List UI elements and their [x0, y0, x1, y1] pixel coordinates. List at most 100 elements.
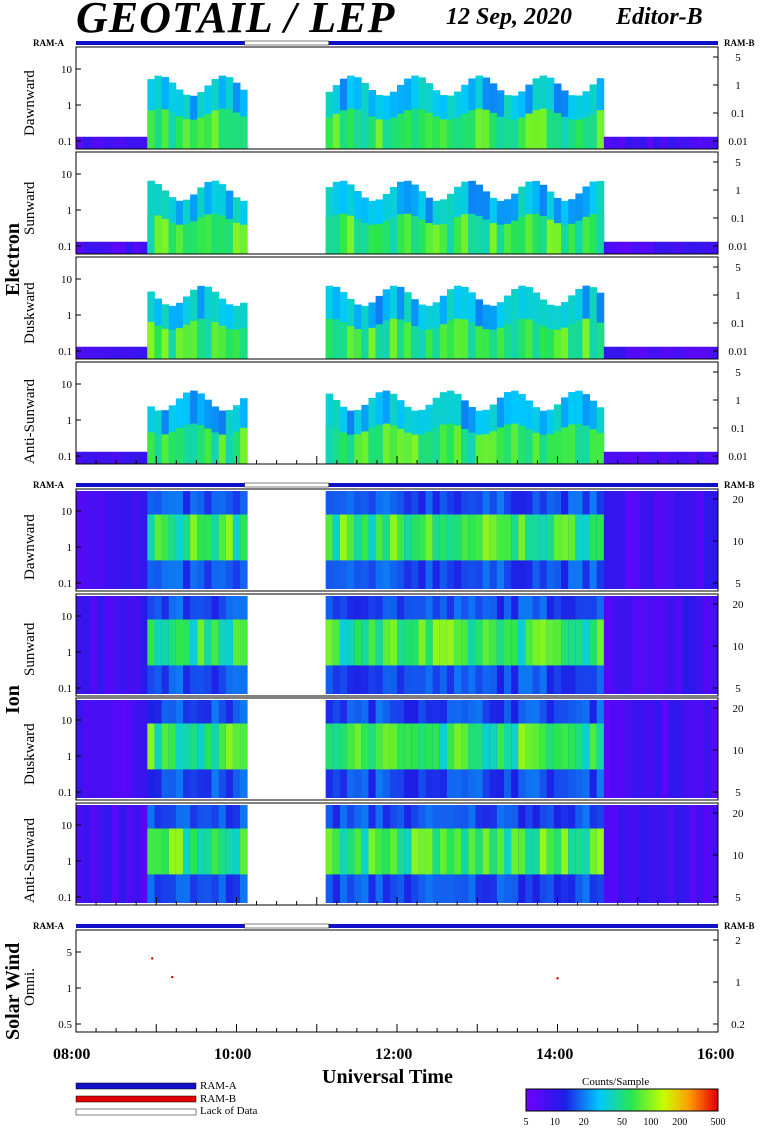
i-sparse	[682, 491, 690, 589]
i-sparse	[611, 596, 619, 694]
e-floor	[133, 346, 141, 359]
e-floor	[660, 241, 669, 254]
e-core	[375, 424, 384, 464]
sw-point	[171, 975, 174, 979]
i-core	[532, 828, 541, 875]
electron-left-tick: 0.1	[58, 451, 72, 463]
e-core	[496, 327, 505, 359]
i-core	[504, 619, 512, 666]
i-core	[339, 723, 348, 770]
i-core	[475, 619, 483, 666]
colorbar-cell	[540, 1089, 543, 1111]
i-core	[489, 619, 498, 666]
ram-a-label: RAM-A	[33, 38, 64, 48]
e-core	[240, 328, 248, 359]
i-core	[147, 514, 155, 561]
e-core	[361, 431, 369, 464]
e-core	[539, 434, 548, 464]
i-sparse	[618, 805, 626, 903]
i-sparse	[675, 700, 683, 798]
e-core	[504, 424, 512, 464]
electron-left-tick: 0.1	[58, 136, 72, 148]
colorbar-cell	[618, 1089, 621, 1111]
e-core	[454, 318, 462, 359]
e-floor	[668, 346, 676, 359]
e-core	[389, 318, 398, 359]
i-sparse	[696, 596, 705, 694]
ram-b-label: RAM-B	[724, 38, 755, 48]
e-core	[589, 319, 598, 359]
i-core	[539, 828, 548, 875]
colorbar-cell	[706, 1089, 709, 1111]
e-core	[382, 320, 391, 359]
i-core	[232, 619, 241, 666]
e-floor	[83, 136, 91, 149]
e-core	[147, 321, 155, 359]
e-floor	[696, 136, 705, 149]
ram-gap	[244, 40, 330, 46]
e-core	[168, 112, 177, 149]
e-core	[204, 114, 212, 149]
e-core	[553, 112, 562, 149]
i-core	[411, 828, 419, 875]
colorbar-cell	[640, 1089, 643, 1111]
i-sparse	[111, 491, 120, 589]
e-core	[539, 108, 548, 149]
i-core	[397, 514, 405, 561]
colorbar-cell	[542, 1089, 545, 1111]
ion-left-tick: 0.1	[58, 683, 72, 695]
e-floor	[125, 346, 134, 359]
colorbar-cell	[662, 1089, 665, 1111]
legend-ram-b: RAM-B	[200, 1093, 237, 1105]
colorbar-cell	[556, 1089, 559, 1111]
electron-right-tick: 0.1	[731, 318, 745, 330]
e-core	[197, 117, 205, 149]
i-core	[382, 828, 391, 875]
i-sparse	[118, 700, 127, 798]
colorbar-cell	[684, 1089, 687, 1111]
e-core	[154, 434, 162, 464]
e-core	[382, 220, 391, 254]
i-core	[568, 723, 576, 770]
page-title: GEOTAIL / LEP	[76, 0, 396, 42]
e-core	[568, 223, 576, 254]
legend-bar-lack	[75, 1108, 197, 1116]
e-core	[382, 119, 391, 149]
e-floor	[618, 346, 626, 359]
e-core	[161, 328, 170, 359]
i-sparse	[689, 805, 697, 903]
e-floor	[111, 241, 120, 254]
e-core	[354, 434, 362, 464]
ion-right-tick: 20	[733, 703, 745, 715]
e-core	[553, 431, 562, 464]
e-core	[518, 216, 526, 254]
colorbar-cell	[598, 1089, 601, 1111]
i-sparse	[675, 805, 683, 903]
i-sparse	[104, 596, 113, 694]
ram-gap	[244, 482, 330, 488]
legend-bar-ram-a	[75, 1082, 197, 1090]
ram-bar	[76, 41, 718, 45]
colorbar-cell	[710, 1089, 713, 1111]
colorbar-cell	[670, 1089, 673, 1111]
e-core	[204, 428, 212, 464]
i-core	[375, 723, 384, 770]
i-sparse	[660, 596, 669, 694]
i-core	[375, 619, 384, 666]
e-core	[190, 320, 198, 359]
colorbar-cell	[570, 1089, 573, 1111]
i-core	[518, 514, 526, 561]
e-core	[475, 215, 483, 254]
e-core	[432, 427, 441, 464]
i-core	[411, 514, 419, 561]
i-core	[168, 514, 177, 561]
e-floor	[689, 346, 697, 359]
ion-right-tick: 10	[733, 850, 745, 862]
e-floor	[83, 346, 91, 359]
electron-right-tick: 5	[735, 157, 741, 169]
e-floor	[689, 241, 697, 254]
colorbar-cell	[678, 1089, 681, 1111]
e-floor	[632, 136, 640, 149]
i-sparse	[140, 491, 148, 589]
